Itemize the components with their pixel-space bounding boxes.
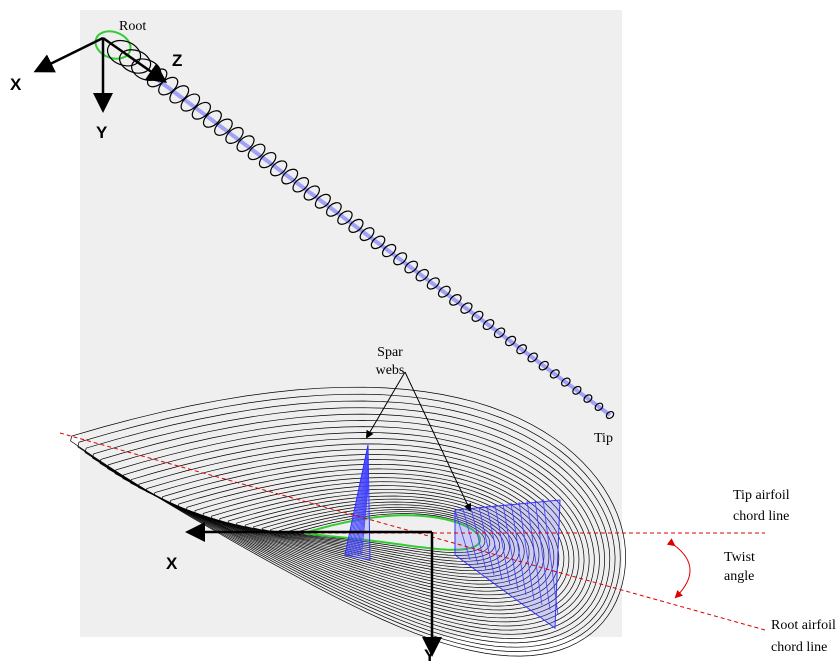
axis-x-label: X [166,554,178,573]
spar-label: webs [376,363,405,378]
root-chord-label: Root airfoil [771,618,836,633]
root-chord-label: chord line [771,640,827,655]
tip-chord-label: Tip airfoil [733,488,790,503]
spar-label: Spar [377,345,403,360]
axis-y-label: Y [424,646,436,661]
axis-y-label: Y [96,123,108,142]
twist-label: angle [724,569,754,584]
axis-x-label: X [10,75,22,94]
tip-label: Tip [594,431,613,446]
tip-chord-label: chord line [733,509,789,524]
root-label: Root [119,19,146,34]
figure: Root X Y Z Tip Spar webs X Y Tip airfoil… [0,0,838,661]
twist-arc [674,545,690,597]
twist-label: Twist [724,550,755,565]
axis-z-label: Z [172,51,182,70]
